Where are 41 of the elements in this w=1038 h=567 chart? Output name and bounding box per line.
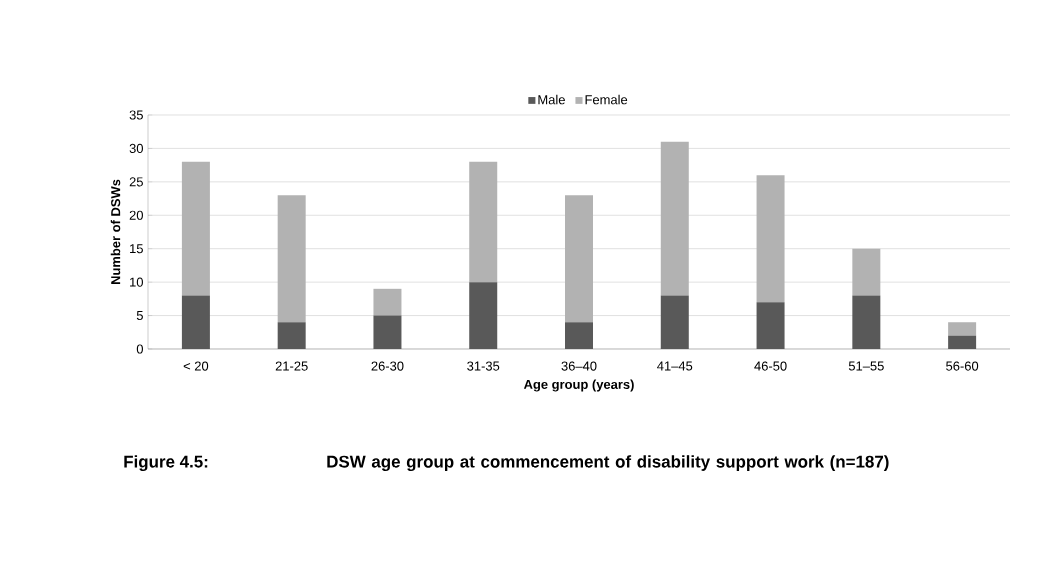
y-tick-label: 20 — [129, 210, 143, 220]
x-tick-label: 51–55 — [848, 361, 884, 371]
bar — [469, 282, 498, 349]
y-tick-label: 10 — [130, 277, 143, 287]
x-tick-label: 41–45 — [657, 361, 693, 371]
y-tick-label: 30 — [129, 143, 143, 153]
bar — [660, 295, 689, 349]
bar — [373, 315, 402, 349]
y-tick-label: 35 — [129, 110, 143, 120]
x-axis-title: Age group (years) — [523, 379, 634, 392]
bar — [852, 295, 881, 349]
x-tick-label: < 20 — [183, 361, 209, 371]
bar — [181, 161, 210, 296]
bar — [469, 161, 498, 283]
y-tick-label: 5 — [136, 311, 143, 321]
bar — [565, 322, 594, 349]
x-tick-label: 46-50 — [754, 361, 787, 371]
x-tick-label: 31-35 — [467, 361, 500, 371]
y-tick-label: 25 — [129, 177, 143, 187]
bar — [565, 195, 594, 323]
bar — [373, 288, 402, 316]
bar — [181, 295, 210, 349]
x-tick-label: 26-30 — [371, 361, 404, 371]
legend-label: Male — [538, 94, 565, 105]
text: DSW age group at commencement of disability support work (n=187) — [327, 455, 889, 472]
y-tick-label: 0 — [136, 344, 143, 354]
x-tick-label: 21-25 — [275, 361, 308, 371]
y-tick-label: 15 — [130, 244, 143, 254]
legend-label: Female — [585, 94, 628, 105]
x-tick-label: 36–40 — [561, 361, 597, 371]
x-tick-label: 56-60 — [946, 361, 979, 371]
caption: Figure 4.5: — [124, 455, 208, 472]
bar — [948, 335, 977, 349]
bar — [756, 175, 785, 303]
bar — [756, 302, 785, 349]
bar — [660, 141, 689, 296]
bar — [852, 248, 881, 296]
bar — [277, 322, 306, 349]
bar — [277, 195, 306, 323]
y-axis-title: Number of DSWs — [110, 179, 121, 285]
bar — [948, 322, 977, 336]
